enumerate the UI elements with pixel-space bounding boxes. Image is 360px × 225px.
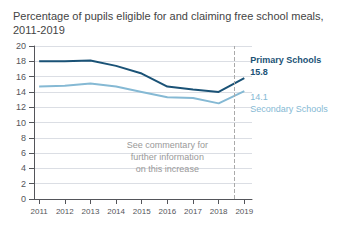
svg-text:See commentary for: See commentary for	[127, 140, 208, 150]
svg-text:Secondary Schools: Secondary Schools	[250, 104, 328, 114]
svg-text:further information: further information	[131, 152, 204, 162]
svg-text:2012: 2012	[56, 207, 74, 216]
svg-text:0: 0	[21, 194, 26, 204]
svg-text:14: 14	[16, 87, 26, 97]
svg-text:2011: 2011	[31, 207, 49, 216]
svg-text:8: 8	[21, 133, 26, 143]
svg-text:Percentage of pupils eligible: Percentage of pupils eligible for and cl…	[13, 10, 327, 22]
svg-text:14.1: 14.1	[250, 92, 268, 102]
svg-text:15.8: 15.8	[250, 67, 268, 77]
svg-text:on this increase: on this increase	[136, 164, 199, 174]
svg-text:16: 16	[16, 72, 26, 82]
svg-text:4: 4	[21, 163, 26, 173]
svg-text:2017: 2017	[184, 207, 202, 216]
svg-text:12: 12	[16, 102, 26, 112]
svg-text:2016: 2016	[158, 207, 176, 216]
svg-text:2011-2019: 2011-2019	[13, 24, 65, 36]
svg-text:6: 6	[21, 148, 26, 158]
svg-text:10: 10	[16, 118, 26, 128]
svg-text:2013: 2013	[82, 207, 100, 216]
svg-text:18: 18	[16, 56, 26, 66]
svg-text:2015: 2015	[133, 207, 151, 216]
svg-text:2: 2	[21, 179, 26, 189]
svg-text:2019: 2019	[235, 207, 253, 216]
svg-text:Primary Schools: Primary Schools	[250, 55, 321, 65]
svg-text:2018: 2018	[210, 207, 228, 216]
svg-text:2014: 2014	[107, 207, 125, 216]
svg-text:20: 20	[16, 41, 26, 51]
